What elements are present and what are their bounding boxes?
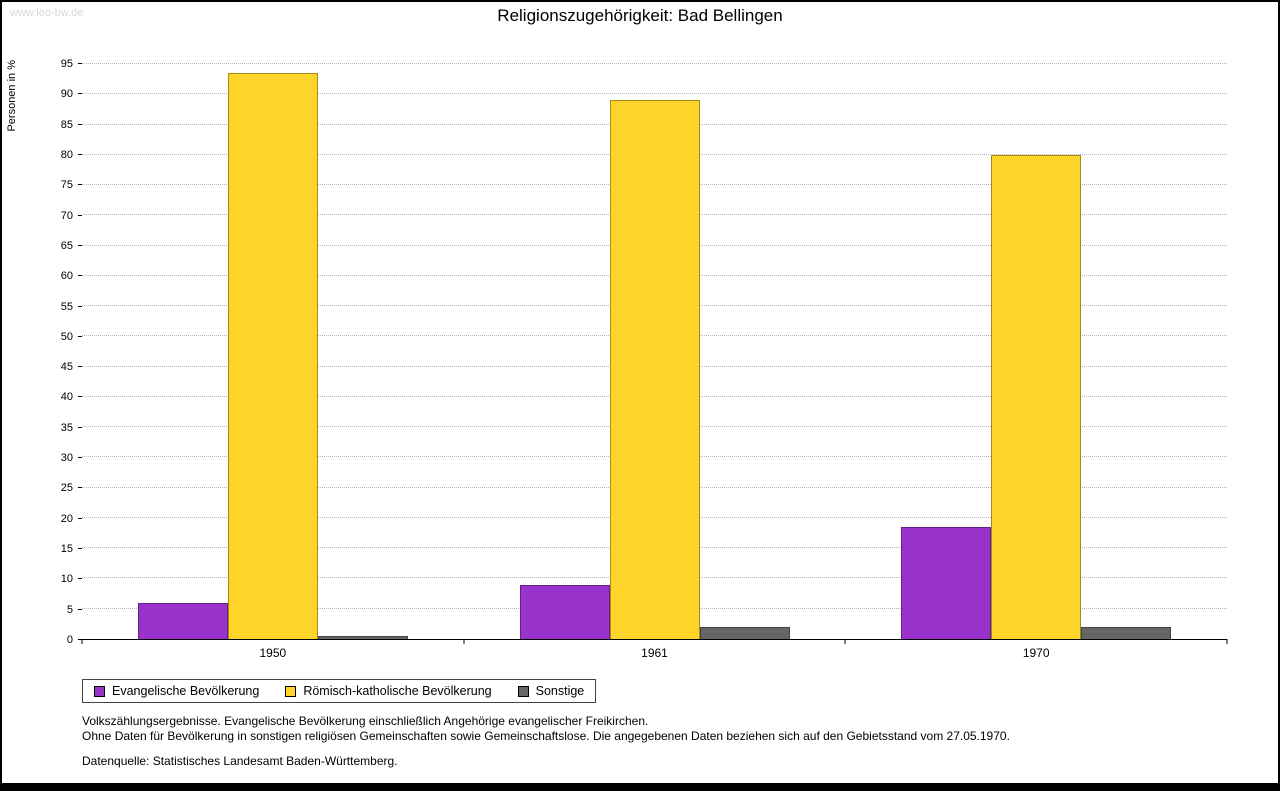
legend-swatch [517,685,529,697]
y-tick-label: 75 [60,179,73,192]
gridline [82,63,1227,64]
y-tick-mark [78,335,82,337]
x-tick-mark [463,639,465,644]
legend-item: Evangelische Bevölkerung [94,684,259,698]
bar-groups [82,64,1227,639]
bar [1081,626,1172,639]
y-tick-mark [78,639,82,640]
y-tick-mark [78,93,82,95]
y-tick-mark [78,608,82,610]
x-tick-mark [844,639,846,644]
y-tick-label: 95 [60,58,73,70]
x-tick-mark [1226,639,1228,644]
y-tick-mark [78,517,82,519]
bar [137,602,228,639]
y-tick-label: 50 [60,330,73,343]
watermark: www.leo-bw.de [10,7,84,19]
y-axis: 0 5 10 15 20 25 30 35 40 45 50 55 60 65 70 75 80 85 90 95 [2,58,82,646]
y-tick-label: 90 [60,88,73,101]
legend-swatch [94,685,105,697]
y-tick-mark [78,244,82,246]
y-tick-mark [78,153,82,155]
y-tick-label: 55 [60,300,73,313]
legend-item-label: Evangelische Bevölkerung [112,684,260,698]
x-category-label: 1970 [1022,646,1050,660]
legend-item-label: Römisch-katholische Bevölkerung [303,684,492,698]
legend-item-label: Sonstige [535,684,585,698]
y-tick-label: 45 [60,361,73,374]
x-axis-labels: 1950 1961 1970 [82,646,1227,660]
y-tick-mark [78,457,82,459]
footnote-source: Datenquelle: Statistisches Landesamt Bad… [82,754,398,768]
y-tick-mark [78,487,82,489]
x-tick-mark [81,639,83,644]
footnote-line: Volkszählungsergebnisse. Evangelische Be… [82,714,649,728]
y-tick-mark [78,305,82,307]
y-tick-mark [78,275,82,277]
y-tick-label: 60 [60,270,73,283]
plot-area [81,63,1228,644]
footnote-line: Ohne Daten für Bevölkerung in sonstigen … [82,729,1010,743]
bar [699,626,790,639]
y-tick-label: 20 [60,512,73,525]
legend-item: Römisch-katholische Bevölkerung [285,684,492,698]
bar [609,100,700,639]
bar [227,73,318,639]
y-tick-mark [78,63,82,64]
y-tick-mark [78,214,82,216]
y-tick-label: 40 [60,391,73,404]
y-tick-label: 85 [60,118,73,131]
legend-item: Sonstige [517,684,585,698]
y-tick-mark [78,396,82,398]
bar-group [82,64,464,639]
bar [991,154,1082,639]
y-tick-label: 5 [66,603,73,616]
bar-group [845,64,1227,639]
legend-swatch [285,685,297,697]
y-tick-label: 70 [60,209,73,222]
x-category-label: 1961 [641,646,668,660]
footnotes: Volkszählungsergebnisse. Evangelische Be… [82,714,1258,769]
y-tick-mark [78,184,82,186]
y-tick-label: 0 [66,634,73,646]
y-tick-mark [78,426,82,428]
bar [519,584,610,639]
y-tick-mark [78,578,82,580]
y-tick-mark [78,123,82,125]
chart-title: Religionszugehörigkeit: Bad Bellingen [497,6,783,25]
y-tick-label: 15 [60,543,73,556]
y-tick-label: 25 [60,482,73,495]
y-tick-mark [78,366,82,368]
y-tick-label: 10 [60,573,73,586]
bar [901,527,992,639]
y-tick-label: 65 [60,239,73,252]
bar [317,635,408,639]
bar-group [464,64,846,639]
x-axis-ticks [81,639,1228,645]
gridline [82,93,1227,95]
x-category-label: 1950 [259,646,287,660]
y-tick-label: 80 [60,148,73,161]
y-tick-mark [78,548,82,550]
y-tick-label: 30 [60,452,73,465]
legend: Evangelische Bevölkerung Römisch-katholis… [82,679,597,703]
y-tick-label: 35 [60,421,73,434]
